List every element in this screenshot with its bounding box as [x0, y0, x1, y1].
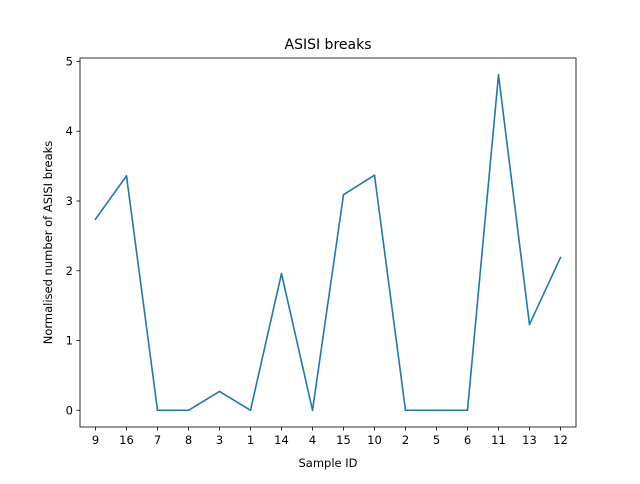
- x-tick-label: 12: [553, 433, 568, 447]
- x-tick-label: 7: [154, 433, 161, 447]
- data-point: [497, 73, 500, 76]
- x-tick-label: 15: [336, 433, 351, 447]
- x-tick-label: 14: [274, 433, 289, 447]
- plot-frame: [79, 57, 577, 428]
- x-axis: 9 16 7 8 3 1 14 4 15 10 2 5 6 11 13 12: [92, 427, 568, 447]
- data-point: [342, 193, 345, 196]
- x-tick-label: 13: [522, 433, 537, 447]
- y-axis-label: Normalised number of ASISI breaks: [41, 141, 55, 345]
- y-tick-label: 5: [66, 54, 73, 68]
- data-point: [559, 256, 562, 259]
- x-axis-label: Sample ID: [298, 456, 357, 470]
- data-point: [94, 218, 97, 220]
- x-tick-label: 4: [309, 433, 316, 447]
- y-tick-label: 2: [66, 264, 73, 278]
- y-tick-label: 0: [66, 403, 73, 417]
- data-point: [373, 174, 376, 176]
- x-tick-label: 10: [367, 433, 382, 447]
- data-point: [435, 409, 438, 412]
- y-tick-label: 4: [66, 124, 73, 138]
- data-point: [404, 409, 407, 412]
- data-point: [156, 409, 159, 412]
- data-point: [528, 323, 531, 326]
- data-point: [311, 409, 314, 412]
- y-axis: 0 1 2 3 4 5: [66, 54, 80, 417]
- x-tick-label: 2: [402, 433, 409, 447]
- data-point: [187, 409, 190, 412]
- y-tick-label: 1: [66, 334, 73, 348]
- y-tick-label: 3: [66, 194, 73, 208]
- x-tick-label: 3: [216, 433, 223, 447]
- x-tick-label: 5: [433, 433, 440, 447]
- data-point: [218, 390, 221, 393]
- x-tick-label: 6: [464, 433, 471, 447]
- data-point: [466, 409, 469, 412]
- x-tick-label: 1: [247, 433, 254, 447]
- x-tick-label: 16: [119, 433, 134, 447]
- chart-title: ASISI breaks: [285, 37, 372, 53]
- data-point: [280, 272, 283, 275]
- series-layer: [94, 73, 562, 412]
- data-point: [249, 409, 252, 412]
- x-tick-label: 8: [185, 433, 192, 447]
- x-tick-label: 9: [92, 433, 99, 447]
- series-line: [94, 73, 562, 412]
- data-point: [125, 175, 128, 177]
- x-tick-label: 11: [491, 433, 506, 447]
